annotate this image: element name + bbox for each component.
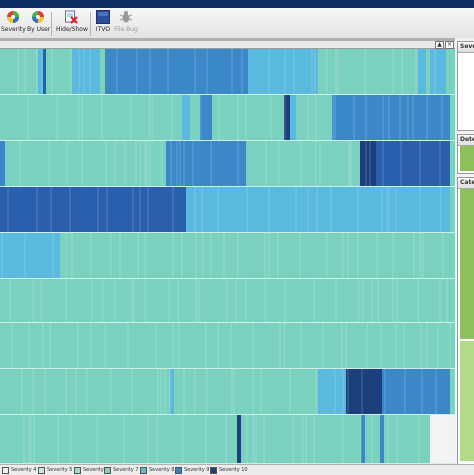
treemap-cell-group[interactable] [376, 141, 450, 186]
bug-icon [119, 11, 133, 23]
treemap-cell-group[interactable] [284, 95, 290, 140]
treemap-cell-group[interactable] [38, 49, 46, 94]
toolbar: Severity By User Hide/Show ITVO [0, 8, 474, 39]
treemap-cell-group[interactable] [290, 95, 296, 140]
hide-show-icon [65, 10, 78, 24]
treemap-row[interactable] [0, 233, 455, 279]
legend-swatch [38, 467, 45, 474]
treemap-cell-group[interactable] [346, 369, 382, 414]
severity-button[interactable]: Severity [1, 9, 26, 37]
legend-label: Severity 6 [83, 467, 109, 473]
itvo-button-label: ITVO [95, 26, 111, 33]
severity-panel-title: Seve [458, 42, 474, 53]
severity-panel: Seve [457, 41, 474, 131]
window-title-bar [0, 0, 474, 8]
by-user-button-label: By User [27, 26, 51, 33]
itvo-icon [96, 10, 110, 24]
legend-swatch [104, 467, 111, 474]
treemap-cell-borders [1, 233, 444, 278]
treemap-cell-borders [23, 415, 447, 463]
treemap-row[interactable] [0, 49, 455, 95]
treemap-view-header: ▲ × [0, 41, 455, 49]
severity-legend: Severity 4 Severity 5 Severity 6 Severit… [0, 464, 474, 475]
treemap-cell-group[interactable] [182, 95, 190, 140]
treemap-row[interactable] [0, 279, 455, 323]
treemap-cell-group[interactable] [418, 49, 426, 94]
legend-label: Severity 10 [219, 467, 248, 473]
category-panel: Cate [457, 177, 474, 465]
legend-swatch [175, 467, 182, 474]
treemap-cell-group[interactable] [72, 49, 100, 94]
legend-item: Severity 4 [2, 467, 36, 474]
legend-label: Severity 7 [113, 467, 139, 473]
treemap-cell-group[interactable] [186, 187, 246, 232]
treemap-row[interactable] [0, 187, 455, 233]
treemap-cell-group[interactable] [361, 415, 365, 463]
treemap-cell-borders [11, 323, 451, 368]
toolbar-separator [90, 12, 91, 36]
toolbar-separator [51, 12, 52, 36]
treemap-cell-group[interactable] [430, 415, 455, 463]
hide-show-button-label: Hide/Show [56, 26, 88, 33]
color-wheel-icon [7, 11, 19, 23]
treemap-cell-group[interactable] [248, 49, 318, 94]
detection-panel: Dete [457, 134, 474, 174]
legend-item: Severity 10 [210, 467, 248, 474]
legend-label: Severity 5 [47, 467, 73, 473]
treemap-cell-group[interactable] [105, 49, 248, 94]
legend-swatch [140, 467, 147, 474]
category-bar-2[interactable] [460, 341, 474, 461]
treemap-cell-group[interactable] [246, 187, 450, 232]
legend-item: Severity 8 [140, 467, 174, 474]
treemap-cell-group[interactable] [332, 95, 450, 140]
category-panel-title: Cate [458, 178, 474, 189]
treemap-cell-group[interactable] [0, 233, 60, 278]
treemap-row[interactable] [0, 415, 455, 464]
file-bug-button[interactable]: File Bug [114, 9, 138, 37]
treemap-cell-group[interactable] [43, 49, 46, 94]
legend-item: Severity 7 [104, 467, 138, 474]
treemap-cell-group[interactable] [170, 369, 174, 414]
severity-button-label: Severity [1, 26, 26, 33]
color-wheel-icon [32, 11, 44, 23]
close-view-button[interactable]: × [445, 41, 454, 49]
minimize-view-button[interactable]: ▲ [435, 41, 444, 49]
treemap-cell-group[interactable] [200, 95, 212, 140]
treemap-cell-group[interactable] [0, 141, 5, 186]
view-tab-strip [0, 38, 474, 41]
treemap-row[interactable] [0, 95, 455, 141]
treemap-row[interactable] [0, 323, 455, 369]
treemap-row[interactable] [0, 369, 455, 415]
legend-item: Severity 5 [38, 467, 72, 474]
side-panels: Seve Dete Cate [455, 38, 474, 465]
treemap-cell-group[interactable] [318, 369, 346, 414]
treemap-cell-group[interactable] [380, 415, 384, 463]
treemap-cell-group[interactable] [237, 415, 241, 463]
legend-label: Severity 4 [11, 467, 37, 473]
treemap-cell-borders [9, 279, 448, 322]
by-user-button[interactable]: By User [27, 9, 51, 37]
itvo-button[interactable]: ITVO [94, 9, 112, 37]
treemap-cell-group[interactable] [430, 49, 446, 94]
treemap-row[interactable] [0, 141, 455, 187]
treemap-cell-group[interactable] [360, 141, 376, 186]
legend-label: Severity 8 [149, 467, 175, 473]
legend-label: Severity 9 [184, 467, 210, 473]
treemap-cell-group[interactable] [382, 369, 450, 414]
legend-item: Severity 9 [175, 467, 209, 474]
detection-bar[interactable] [460, 146, 474, 171]
treemap-cell-group[interactable] [0, 187, 186, 232]
file-bug-button-label: File Bug [114, 26, 138, 33]
legend-swatch [2, 467, 9, 474]
legend-swatch [210, 467, 217, 474]
legend-swatch [74, 467, 81, 474]
hide-show-button[interactable]: Hide/Show [56, 9, 88, 37]
detection-panel-title: Dete [458, 135, 474, 146]
bug-treemap[interactable] [0, 49, 455, 464]
category-bar-1[interactable] [460, 189, 474, 339]
treemap-cell-group[interactable] [166, 141, 246, 186]
